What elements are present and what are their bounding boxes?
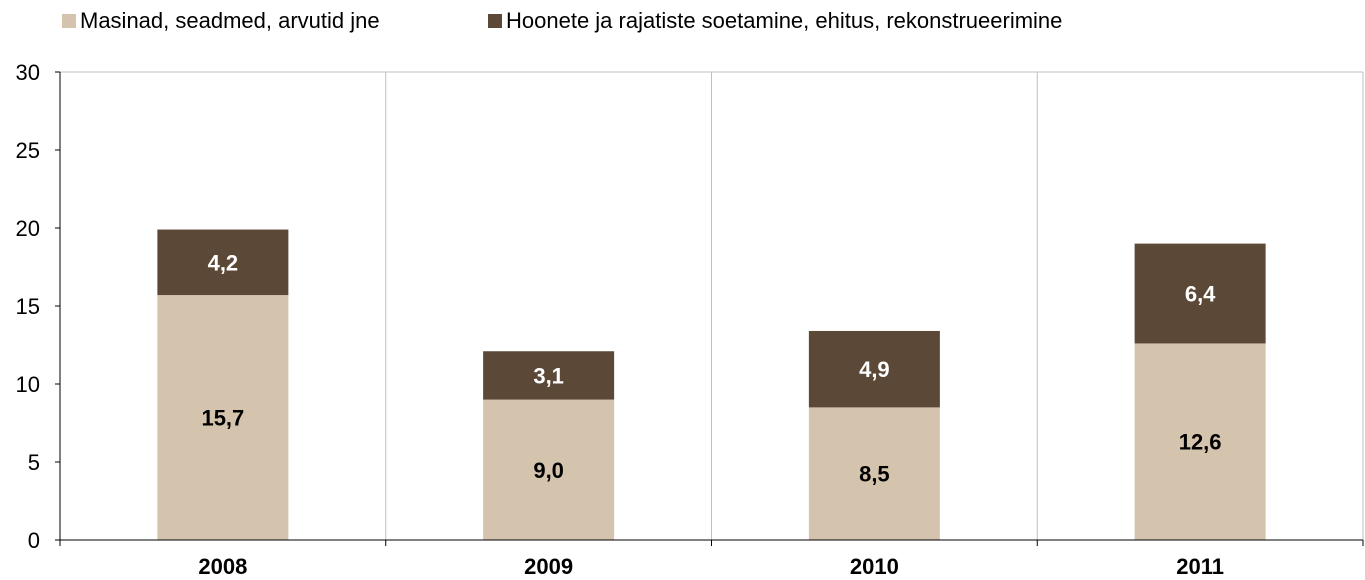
bar-buildings-2011 (1134, 243, 1266, 344)
bar-machinery-2008 (157, 295, 289, 540)
y-tick-label: 5 (28, 450, 40, 475)
data-label: 8,5 (859, 462, 890, 487)
x-category-label: 2011 (1176, 554, 1224, 579)
legend-swatch-machinery (62, 14, 76, 28)
bar-buildings-2009 (483, 351, 615, 400)
data-label: 3,1 (533, 363, 564, 388)
y-tick-label: 10 (16, 372, 40, 397)
plot-area: 0 5 10 15 20 25 30 15,7 4,2 9,0 3,1 8,5 4,9 12,6 6,4 20… (16, 60, 1364, 579)
legend: Masinad, seadmed, arvutid jne Hoonete ja… (62, 8, 1062, 33)
legend-label-buildings: Hoonete ja rajatiste soetamine, ehitus, … (506, 8, 1062, 33)
bar-machinery-2010 (808, 407, 940, 540)
bar-machinery-2011 (1134, 343, 1266, 540)
data-label: 6,4 (1185, 282, 1216, 307)
data-label: 15,7 (201, 406, 244, 431)
x-category-label: 2009 (524, 554, 573, 579)
data-label: 9,0 (533, 458, 564, 483)
x-category-label: 2010 (850, 554, 899, 579)
y-tick-label: 30 (16, 60, 40, 85)
bar-buildings-2010 (808, 330, 940, 408)
legend-label-machinery: Masinad, seadmed, arvutid jne (80, 8, 380, 33)
x-category-label: 2008 (198, 554, 247, 579)
data-label: 12,6 (1179, 430, 1222, 455)
data-label: 4,9 (859, 357, 890, 382)
y-tick-label: 0 (28, 528, 40, 553)
data-label: 4,2 (208, 250, 239, 275)
legend-swatch-buildings (488, 14, 502, 28)
y-tick-label: 25 (16, 138, 40, 163)
bar-machinery-2009 (483, 399, 615, 540)
y-tick-label: 20 (16, 216, 40, 241)
bar-buildings-2008 (157, 229, 289, 296)
y-tick-label: 15 (16, 294, 40, 319)
